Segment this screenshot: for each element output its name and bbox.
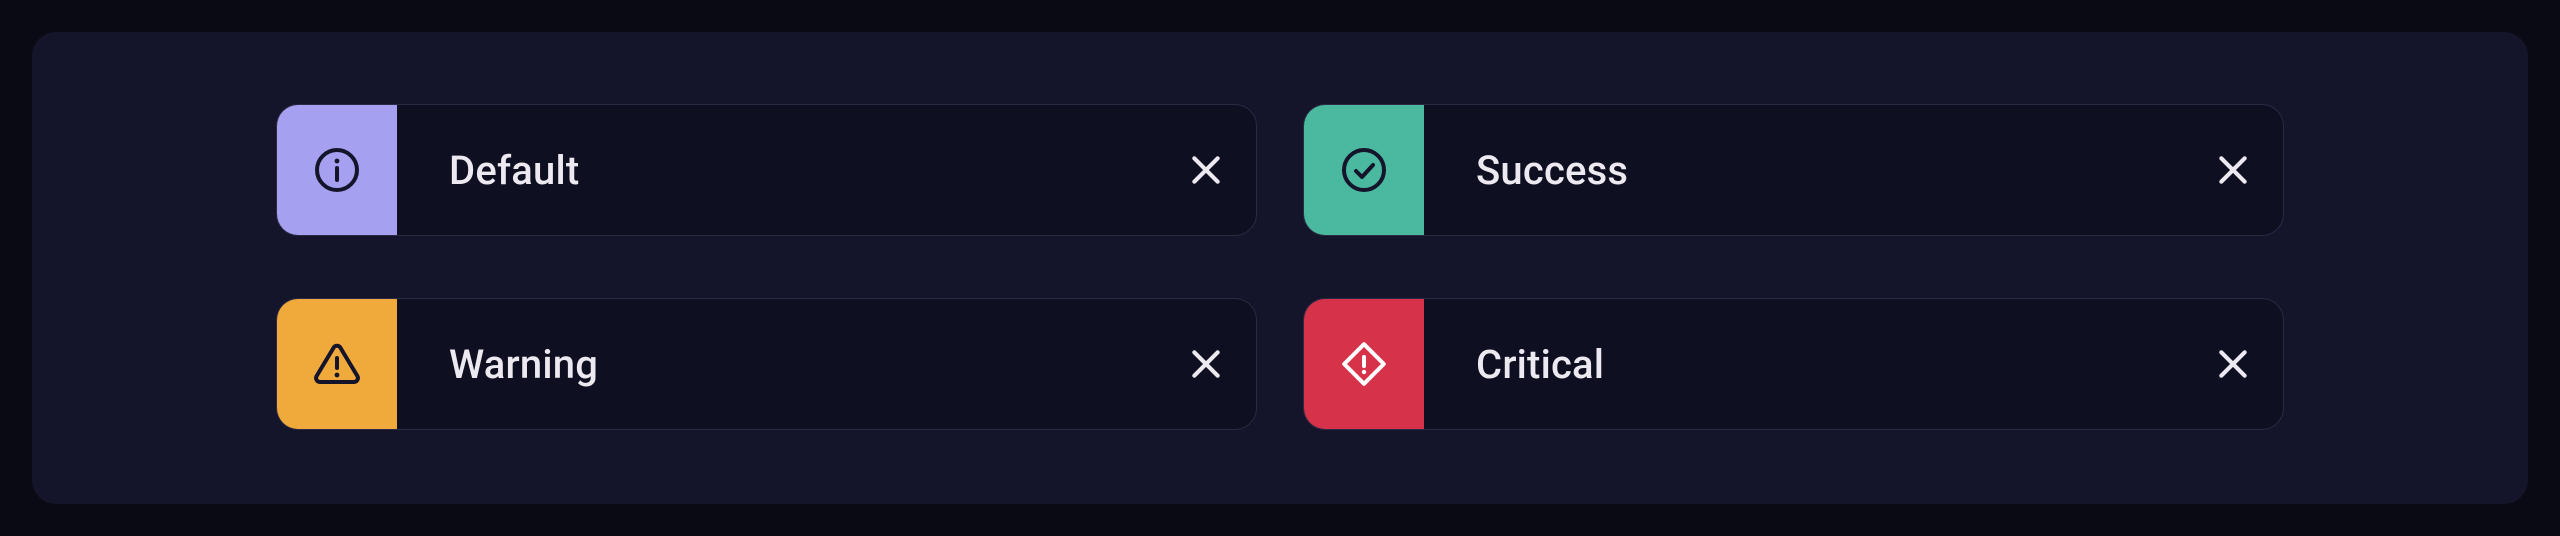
check-circle-icon — [1340, 146, 1388, 194]
toast-accent — [277, 105, 397, 235]
toast-warning: Warning — [276, 298, 1257, 430]
close-icon — [2213, 150, 2253, 190]
close-icon — [1186, 344, 1226, 384]
toast-panel: Default Success — [32, 32, 2528, 504]
alert-diamond-icon — [1340, 340, 1388, 388]
toast-critical: Critical — [1303, 298, 2284, 430]
close-button[interactable] — [2183, 105, 2283, 235]
close-icon — [2213, 344, 2253, 384]
close-icon — [1186, 150, 1226, 190]
close-button[interactable] — [1156, 299, 1256, 429]
toast-success: Success — [1303, 104, 2284, 236]
alert-triangle-icon — [313, 340, 361, 388]
toast-accent — [277, 299, 397, 429]
close-button[interactable] — [2183, 299, 2283, 429]
toast-label: Success — [1424, 147, 2183, 194]
toast-accent — [1304, 105, 1424, 235]
toast-default: Default — [276, 104, 1257, 236]
toast-label: Default — [397, 147, 1156, 194]
toast-label: Warning — [397, 341, 1156, 388]
close-button[interactable] — [1156, 105, 1256, 235]
toast-label: Critical — [1424, 341, 2183, 388]
toast-accent — [1304, 299, 1424, 429]
info-icon — [313, 146, 361, 194]
